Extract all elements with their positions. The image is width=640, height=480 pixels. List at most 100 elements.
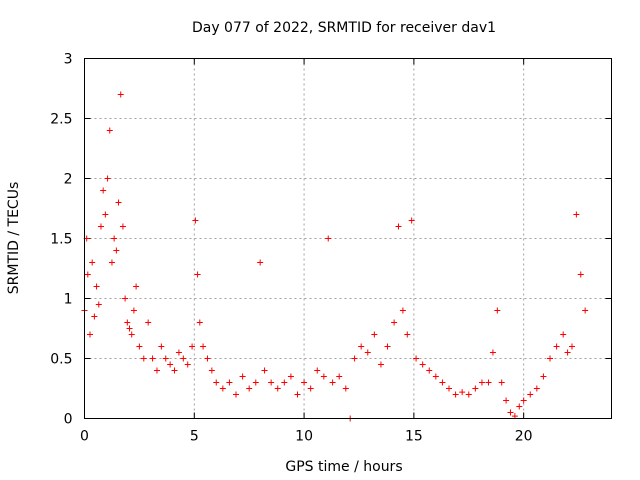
data-point (294, 391, 301, 398)
data-point (130, 307, 137, 314)
data-point (180, 355, 187, 362)
data-point (192, 217, 199, 224)
data-point (119, 223, 126, 230)
data-point (540, 373, 547, 380)
data-point (314, 367, 321, 374)
data-point (494, 307, 501, 314)
y-tick-label: 0.5 (50, 352, 72, 368)
data-point (226, 379, 233, 386)
data-point (200, 343, 207, 350)
x-tick-label: 15 (405, 429, 423, 445)
data-point (336, 373, 343, 380)
y-tick-label: 1 (64, 292, 73, 308)
data-point (439, 379, 446, 386)
data-point (233, 391, 240, 398)
data-point (204, 355, 211, 362)
data-point (104, 175, 111, 182)
y-tick-label: 3 (64, 52, 73, 68)
data-point (498, 379, 505, 386)
data-point (419, 361, 426, 368)
data-point (268, 379, 275, 386)
data-point (503, 397, 510, 404)
y-axis-label: SRMTID / TECUs (6, 182, 22, 295)
data-point (239, 373, 246, 380)
data-point (301, 379, 308, 386)
axis-ticks: 0 0.5 1 1.5 2 2.5 3 0 5 10 15 20 (50, 52, 612, 445)
data-point (184, 361, 191, 368)
data-point (404, 331, 411, 338)
data-point (113, 247, 120, 254)
data-point (133, 283, 140, 290)
data-point (452, 391, 459, 398)
data-point (257, 259, 264, 266)
data-point (533, 385, 540, 392)
data-point (325, 235, 332, 242)
data-point (577, 271, 584, 278)
data-point (128, 331, 135, 338)
data-point (108, 259, 115, 266)
data-point (86, 331, 93, 338)
data-point (122, 295, 129, 302)
data-point (287, 373, 294, 380)
data-point (582, 307, 589, 314)
y-tick-label: 1.5 (50, 232, 72, 248)
data-point (507, 409, 514, 416)
data-point (153, 367, 160, 374)
data-point (213, 379, 220, 386)
data-point (162, 355, 169, 362)
data-point (342, 385, 349, 392)
data-point (358, 343, 365, 350)
data-point (516, 403, 523, 410)
x-tick-label: 10 (295, 429, 313, 445)
data-point (149, 355, 156, 362)
data-point (307, 385, 314, 392)
data-point (97, 223, 104, 230)
data-point (564, 349, 571, 356)
y-tick-label: 0 (64, 412, 73, 428)
data-point (351, 355, 358, 362)
data-point (91, 313, 98, 320)
data-point (246, 385, 253, 392)
data-points (81, 91, 589, 422)
x-tick-label: 0 (80, 429, 89, 445)
data-point (189, 343, 196, 350)
data-point (115, 199, 122, 206)
x-tick-label: 5 (190, 429, 199, 445)
data-point (329, 379, 336, 386)
data-point (432, 373, 439, 380)
data-point (560, 331, 567, 338)
data-point (167, 361, 174, 368)
data-point (446, 385, 453, 392)
data-point (140, 355, 147, 362)
data-point (485, 379, 492, 386)
x-tick-label: 20 (515, 429, 533, 445)
data-point (117, 91, 124, 98)
data-point (489, 349, 496, 356)
data-point (100, 187, 107, 194)
data-point (208, 367, 215, 374)
x-axis-label: GPS time / hours (285, 459, 402, 475)
data-point (102, 211, 109, 218)
data-point (84, 271, 91, 278)
data-point (95, 301, 102, 308)
data-point (399, 307, 406, 314)
data-point (219, 385, 226, 392)
data-point (371, 331, 378, 338)
data-point (408, 217, 415, 224)
y-tick-label: 2.5 (50, 112, 72, 128)
data-point (568, 343, 575, 350)
data-point (527, 391, 534, 398)
data-point (364, 349, 371, 356)
data-point (274, 385, 281, 392)
data-point (158, 343, 165, 350)
plot-frame (84, 58, 612, 419)
y-tick-label: 2 (64, 172, 73, 188)
data-point (126, 325, 133, 332)
data-point (573, 211, 580, 218)
data-point (395, 223, 402, 230)
data-point (472, 385, 479, 392)
data-point (252, 379, 259, 386)
data-point (547, 355, 554, 362)
data-point (281, 379, 288, 386)
